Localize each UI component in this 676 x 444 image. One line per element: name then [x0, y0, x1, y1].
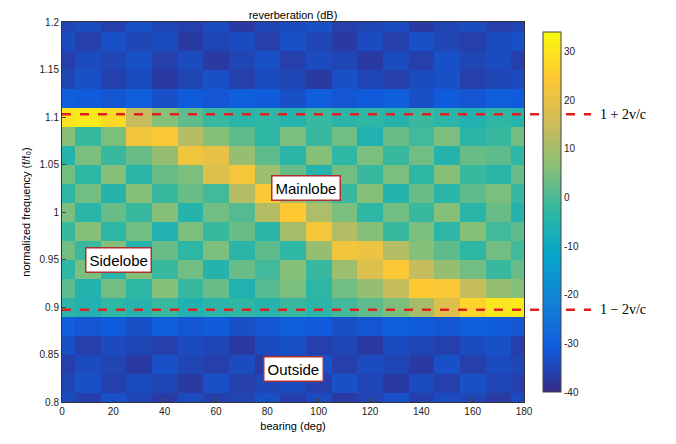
- svg-text:30: 30: [564, 46, 576, 57]
- svg-text:0.9: 0.9: [45, 302, 59, 313]
- svg-text:40: 40: [159, 406, 171, 417]
- svg-text:1.15: 1.15: [40, 64, 60, 75]
- svg-text:140: 140: [413, 406, 430, 417]
- svg-text:1 − 2v/c: 1 − 2v/c: [600, 302, 646, 317]
- svg-text:1: 1: [53, 207, 59, 218]
- svg-text:60: 60: [210, 406, 222, 417]
- svg-text:normalized frequency (f/f₀): normalized frequency (f/f₀): [20, 147, 32, 276]
- svg-text:bearing (deg): bearing (deg): [260, 420, 325, 432]
- svg-text:180: 180: [516, 406, 533, 417]
- svg-text:10: 10: [564, 143, 576, 154]
- svg-text:1 + 2v/c: 1 + 2v/c: [600, 107, 646, 122]
- svg-text:-10: -10: [564, 241, 579, 252]
- svg-text:1.05: 1.05: [40, 159, 60, 170]
- svg-text:20: 20: [564, 95, 576, 106]
- svg-text:160: 160: [464, 406, 481, 417]
- svg-text:0.95: 0.95: [40, 254, 60, 265]
- svg-text:0.85: 0.85: [40, 349, 60, 360]
- svg-text:1.2: 1.2: [45, 17, 59, 28]
- svg-text:80: 80: [262, 406, 274, 417]
- svg-text:Sidelobe: Sidelobe: [90, 252, 148, 269]
- svg-text:0: 0: [59, 406, 65, 417]
- svg-text:100: 100: [310, 406, 327, 417]
- svg-text:0: 0: [564, 192, 570, 203]
- svg-text:120: 120: [362, 406, 379, 417]
- svg-text:-20: -20: [564, 289, 579, 300]
- svg-text:1.1: 1.1: [45, 112, 59, 123]
- svg-text:Mainlobe: Mainlobe: [276, 180, 337, 197]
- svg-text:-40: -40: [564, 387, 579, 398]
- svg-text:20: 20: [108, 406, 120, 417]
- svg-text:reverberation (dB): reverberation (dB): [249, 9, 338, 21]
- svg-text:Outside: Outside: [268, 361, 320, 378]
- svg-text:0.8: 0.8: [45, 397, 59, 408]
- svg-text:-30: -30: [564, 338, 579, 349]
